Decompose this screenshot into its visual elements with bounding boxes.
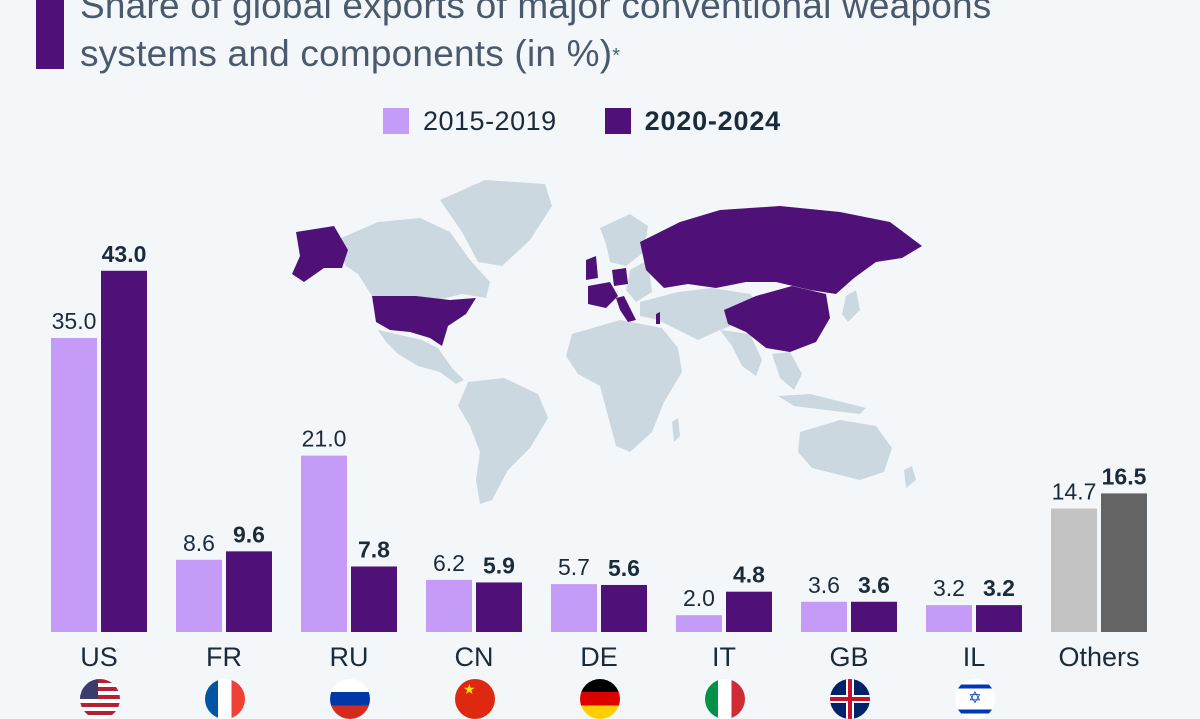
- it-flag-icon: [705, 679, 745, 719]
- value-label-others-series1: 14.7: [1052, 479, 1097, 505]
- map-alaska: [292, 226, 348, 282]
- value-label-fr-series1: 8.6: [183, 530, 215, 556]
- world-map: [292, 180, 922, 504]
- bar-gb-series1: [801, 601, 847, 632]
- bar-il-series2: [976, 605, 1022, 632]
- category-label-il: IL: [963, 642, 986, 672]
- map-japan: [842, 290, 860, 322]
- category-label-it: IT: [712, 642, 736, 672]
- map-italy: [616, 296, 636, 322]
- map-australia: [798, 420, 892, 480]
- bar-gb-series2: [851, 601, 897, 632]
- map-russia: [640, 206, 922, 294]
- map-great-britain: [586, 256, 598, 280]
- bar-de-series2: [601, 584, 647, 632]
- map-china: [724, 286, 830, 352]
- bar-others-series2: [1101, 493, 1147, 632]
- bar-fr-series2: [226, 551, 272, 632]
- legend-label-period1: 2015-2019: [423, 105, 557, 136]
- value-label-gb-series2: 3.6: [858, 572, 890, 598]
- value-label-de-series2: 5.6: [608, 555, 640, 581]
- legend: 2015-2019 2020-2024: [383, 103, 829, 139]
- map-israel: [656, 312, 660, 324]
- legend-item-period1: 2015-2019: [383, 106, 557, 137]
- bar-ru-series1: [301, 455, 347, 632]
- category-label-cn: CN: [455, 642, 494, 672]
- bar-chart: 35.0 43.0 US 8.6 9.6 FR 21.0 7.8 RU 6.2 5.9 CN 5.7 5.…: [51, 241, 1147, 672]
- bar-de-series1: [551, 584, 597, 632]
- value-label-gb-series1: 3.6: [808, 572, 840, 598]
- bar-cn-series2: [476, 582, 522, 632]
- value-label-us-series2: 43.0: [102, 241, 147, 267]
- bar-us-series2: [101, 270, 147, 632]
- map-southeast-asia: [772, 352, 802, 390]
- bar-fr-series1: [176, 559, 222, 632]
- value-label-others-series2: 16.5: [1102, 463, 1147, 489]
- value-label-cn-series2: 5.9: [483, 552, 515, 578]
- us-flag-icon: [80, 679, 120, 719]
- value-label-fr-series2: 9.6: [233, 521, 265, 547]
- legend-swatch-period2: [604, 108, 631, 134]
- map-new-zealand: [904, 466, 916, 488]
- cn-flag-icon: ★: [455, 679, 495, 719]
- map-madagascar: [672, 418, 680, 442]
- map-south-asia: [720, 330, 762, 376]
- map-germany: [612, 268, 628, 286]
- map-africa: [566, 320, 682, 452]
- category-label-de: DE: [580, 642, 618, 672]
- map-indonesia: [778, 394, 866, 414]
- chart-title: Share of global exports of major convent…: [80, 0, 992, 74]
- value-label-il-series1: 3.2: [933, 575, 965, 601]
- map-greenland: [440, 180, 552, 266]
- il-flag-icon: ✡: [955, 679, 995, 719]
- bar-ru-series2: [351, 566, 397, 632]
- category-label-fr: FR: [206, 642, 242, 672]
- category-label-us: US: [80, 642, 118, 672]
- legend-item-period2: 2020-2024: [604, 105, 781, 137]
- bar-others-series1: [1051, 508, 1097, 632]
- map-united-states: [372, 296, 476, 346]
- title-footnote-marker: *: [612, 45, 621, 67]
- legend-label-period2: 2020-2024: [644, 105, 781, 136]
- category-label-ru: RU: [330, 642, 369, 672]
- value-label-cn-series1: 6.2: [433, 550, 465, 576]
- category-label-others: Others: [1058, 642, 1139, 672]
- category-label-gb: GB: [829, 642, 868, 672]
- bar-cn-series1: [426, 579, 472, 632]
- bar-it-series1: [676, 615, 722, 632]
- value-label-il-series2: 3.2: [983, 575, 1015, 601]
- bar-us-series1: [51, 338, 97, 632]
- gb-flag-icon: [830, 679, 870, 719]
- map-middle-east: [640, 288, 766, 340]
- value-label-ru-series1: 21.0: [302, 426, 347, 452]
- ru-flag-icon: [330, 679, 370, 719]
- map-eastern-europe: [626, 260, 652, 302]
- de-flag-icon: [580, 679, 620, 719]
- bar-il-series1: [926, 605, 972, 632]
- map-south-america: [458, 378, 548, 504]
- map-canada: [332, 218, 490, 300]
- value-label-it-series2: 4.8: [733, 562, 765, 588]
- value-label-it-series1: 2.0: [683, 585, 715, 611]
- bar-it-series2: [726, 591, 772, 632]
- fr-flag-icon: [205, 679, 245, 719]
- title-accent-bar: [36, 0, 64, 69]
- value-label-de-series1: 5.7: [558, 554, 590, 580]
- value-label-us-series1: 35.0: [52, 308, 97, 334]
- map-france: [588, 282, 618, 308]
- value-label-ru-series2: 7.8: [358, 536, 390, 562]
- map-scandinavia: [600, 214, 648, 266]
- legend-swatch-period1: [383, 108, 409, 134]
- map-central-america: [378, 330, 464, 384]
